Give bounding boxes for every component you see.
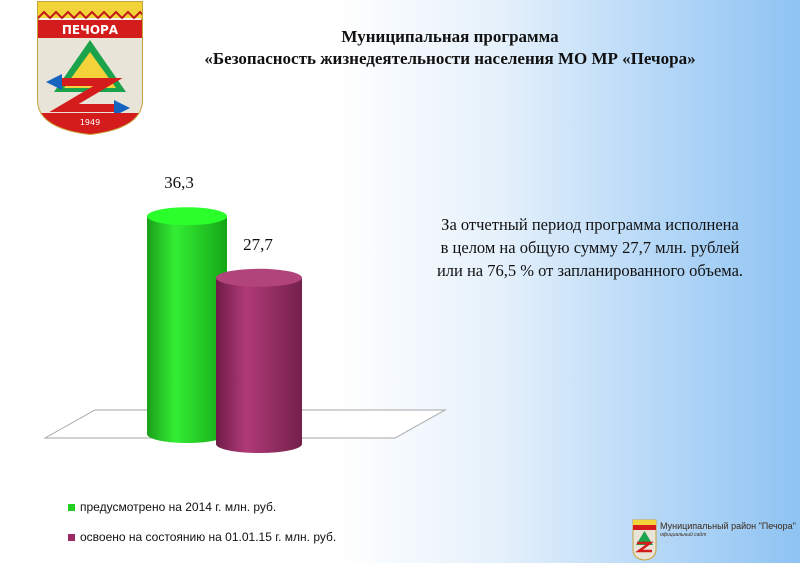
footer-subtitle: официальный сайт [660,532,707,538]
title-line-2: «Безопасность жизнедеятельности населени… [204,49,696,68]
bar-top-spent [216,268,302,287]
title-line-1: Муниципальная программа [341,27,559,46]
footer-emblem-logo [632,519,657,561]
footer-name: Муниципальный район "Печора" [660,521,796,531]
legend-swatch-purple [68,533,75,541]
legend-swatch-green [68,503,75,511]
data-label-spent: 27,7 [243,235,273,254]
coat-of-arms-logo: ПЕЧОРА 1949 [37,1,143,135]
chart-legend: предусмотрено на 2014 г. млн. руб. освое… [68,500,336,560]
summary-text: За отчетный период программа исполнена в… [395,213,785,282]
legend-item-planned: предусмотрено на 2014 г. млн. руб. [68,500,336,514]
legend-item-spent: освоено на состоянию на 01.01.15 г. млн.… [68,530,336,544]
bar-spent [216,277,302,453]
summary-line-1: За отчетный период программа исполнена [441,215,739,234]
legend-label-spent: освоено на состоянию на 01.01.15 г. млн.… [80,530,337,544]
legend-label-planned: предусмотрено на 2014 г. млн. руб. [80,500,277,514]
svg-text:1949: 1949 [80,118,100,127]
footer-site-label: Муниципальный район "Печора" официальный… [660,521,796,538]
bar-planned [147,216,227,443]
bar-top-planned [147,207,227,226]
summary-line-2: в целом на общую сумму 27,7 млн. рублей [440,238,740,257]
data-label-planned: 36,3 [164,173,194,192]
page-title: Муниципальная программа «Безопасность жи… [150,26,750,70]
summary-line-3: или на 76,5 % от запланированного объема… [436,261,744,280]
svg-text:ПЕЧОРА: ПЕЧОРА [62,23,119,37]
